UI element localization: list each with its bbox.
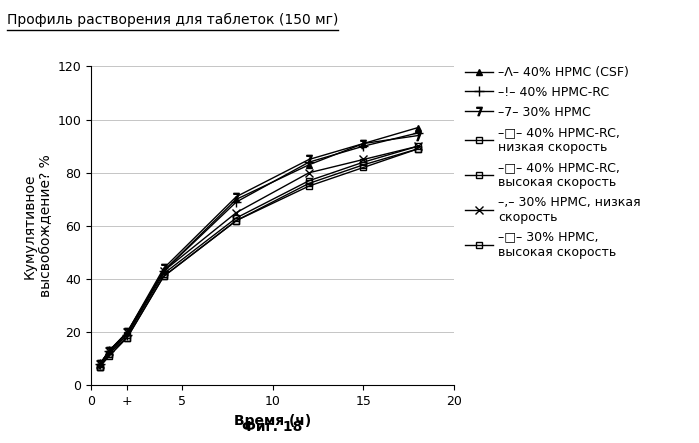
Legend: –Λ– 40% HPMC (CSF), –!– 40% HPMC-RC, –7– 30% HPMC, –□– 40% HPMC-RC,
низкая скоро: –Λ– 40% HPMC (CSF), –!– 40% HPMC-RC, –7–… [466,66,640,259]
–□– 40% HPMC-RC,
низкая скорость [305,178,313,183]
–□– 30% HPMC,
высокая скорость [159,274,168,279]
–Λ– 40% HPMC (CSF) [414,125,422,130]
–!– 40% HPMC-RC [305,159,313,165]
–7– 30% HPMC [232,194,240,199]
–□– 40% HPMC-RC,
высокая скорость [305,181,313,186]
–!– 40% HPMC-RC [123,332,131,338]
–□– 40% HPMC-RC,
низкая скорость [414,144,422,149]
–□– 40% HPMC-RC,
низкая скорость [232,215,240,221]
–□– 30% HPMC,
высокая скорость [123,335,131,340]
–,– 30% HPMC, низкая
скорость [305,170,313,175]
–7– 30% HPMC [96,361,104,367]
–7– 30% HPMC [123,330,131,335]
–7– 30% HPMC [359,141,368,146]
–!– 40% HPMC-RC [105,348,113,354]
–7– 30% HPMC [305,157,313,162]
Text: Фиг. 18: Фиг. 18 [243,420,303,434]
–□– 40% HPMC-RC,
высокая скорость [96,364,104,369]
–Λ– 40% HPMC (CSF) [232,197,240,202]
–Λ– 40% HPMC (CSF) [305,162,313,167]
Line: –□– 30% HPMC,
высокая скорость: –□– 30% HPMC, высокая скорость [96,145,421,370]
–□– 40% HPMC-RC,
высокая скорость [232,218,240,223]
–Λ– 40% HPMC (CSF) [96,361,104,367]
Text: Профиль растворения для таблеток (150 мг): Профиль растворения для таблеток (150 мг… [7,13,338,27]
–!– 40% HPMC-RC [232,199,240,205]
–7– 30% HPMC [105,348,113,354]
–,– 30% HPMC, низкая
скорость [105,348,113,354]
–□– 40% HPMC-RC,
высокая скорость [105,354,113,359]
X-axis label: Время (ч): Время (ч) [234,414,311,427]
–,– 30% HPMC, низкая
скорость [159,268,168,274]
–,– 30% HPMC, низкая
скорость [123,330,131,335]
–□– 40% HPMC-RC,
низкая скорость [105,351,113,356]
–,– 30% HPMC, низкая
скорость [359,157,368,162]
Line: –Λ– 40% HPMC (CSF): –Λ– 40% HPMC (CSF) [96,124,421,368]
–Λ– 40% HPMC (CSF) [123,330,131,335]
–7– 30% HPMC [159,266,168,271]
–□– 30% HPMC,
высокая скорость [105,351,113,356]
Line: –7– 30% HPMC: –7– 30% HPMC [96,132,422,368]
Line: –,– 30% HPMC, низкая
скорость: –,– 30% HPMC, низкая скорость [96,142,422,368]
–!– 40% HPMC-RC [159,268,168,274]
–□– 40% HPMC-RC,
высокая скорость [414,146,422,152]
–□– 40% HPMC-RC,
низкая скорость [159,271,168,276]
–□– 40% HPMC-RC,
низкая скорость [123,332,131,338]
–,– 30% HPMC, низкая
скорость [414,144,422,149]
–!– 40% HPMC-RC [414,130,422,136]
–□– 40% HPMC-RC,
низкая скорость [96,364,104,369]
–,– 30% HPMC, низкая
скорость [232,210,240,215]
–7– 30% HPMC [414,133,422,138]
–□– 40% HPMC-RC,
высокая скорость [159,274,168,279]
–□– 30% HPMC,
высокая скорость [414,146,422,152]
–Λ– 40% HPMC (CSF) [359,141,368,146]
–!– 40% HPMC-RC [359,144,368,149]
–□– 40% HPMC-RC,
высокая скорость [123,335,131,340]
–,– 30% HPMC, низкая
скорость [96,361,104,367]
–Λ– 40% HPMC (CSF) [105,348,113,354]
–□– 30% HPMC,
высокая скорость [232,218,240,223]
Line: –□– 40% HPMC-RC,
низкая скорость: –□– 40% HPMC-RC, низкая скорость [96,143,421,370]
Line: –!– 40% HPMC-RC: –!– 40% HPMC-RC [95,128,423,369]
–□– 30% HPMC,
высокая скорость [96,364,104,369]
–Λ– 40% HPMC (CSF) [159,268,168,274]
Line: –□– 40% HPMC-RC,
высокая скорость: –□– 40% HPMC-RC, высокая скорость [96,145,421,370]
Y-axis label: Кумулятивное
высвобождение? %: Кумулятивное высвобождение? % [23,155,53,297]
–!– 40% HPMC-RC [96,361,104,367]
–□– 30% HPMC,
высокая скорость [305,183,313,189]
–□– 40% HPMC-RC,
низкая скорость [359,159,368,165]
–□– 40% HPMC-RC,
высокая скорость [359,162,368,167]
–□– 30% HPMC,
высокая скорость [359,165,368,170]
